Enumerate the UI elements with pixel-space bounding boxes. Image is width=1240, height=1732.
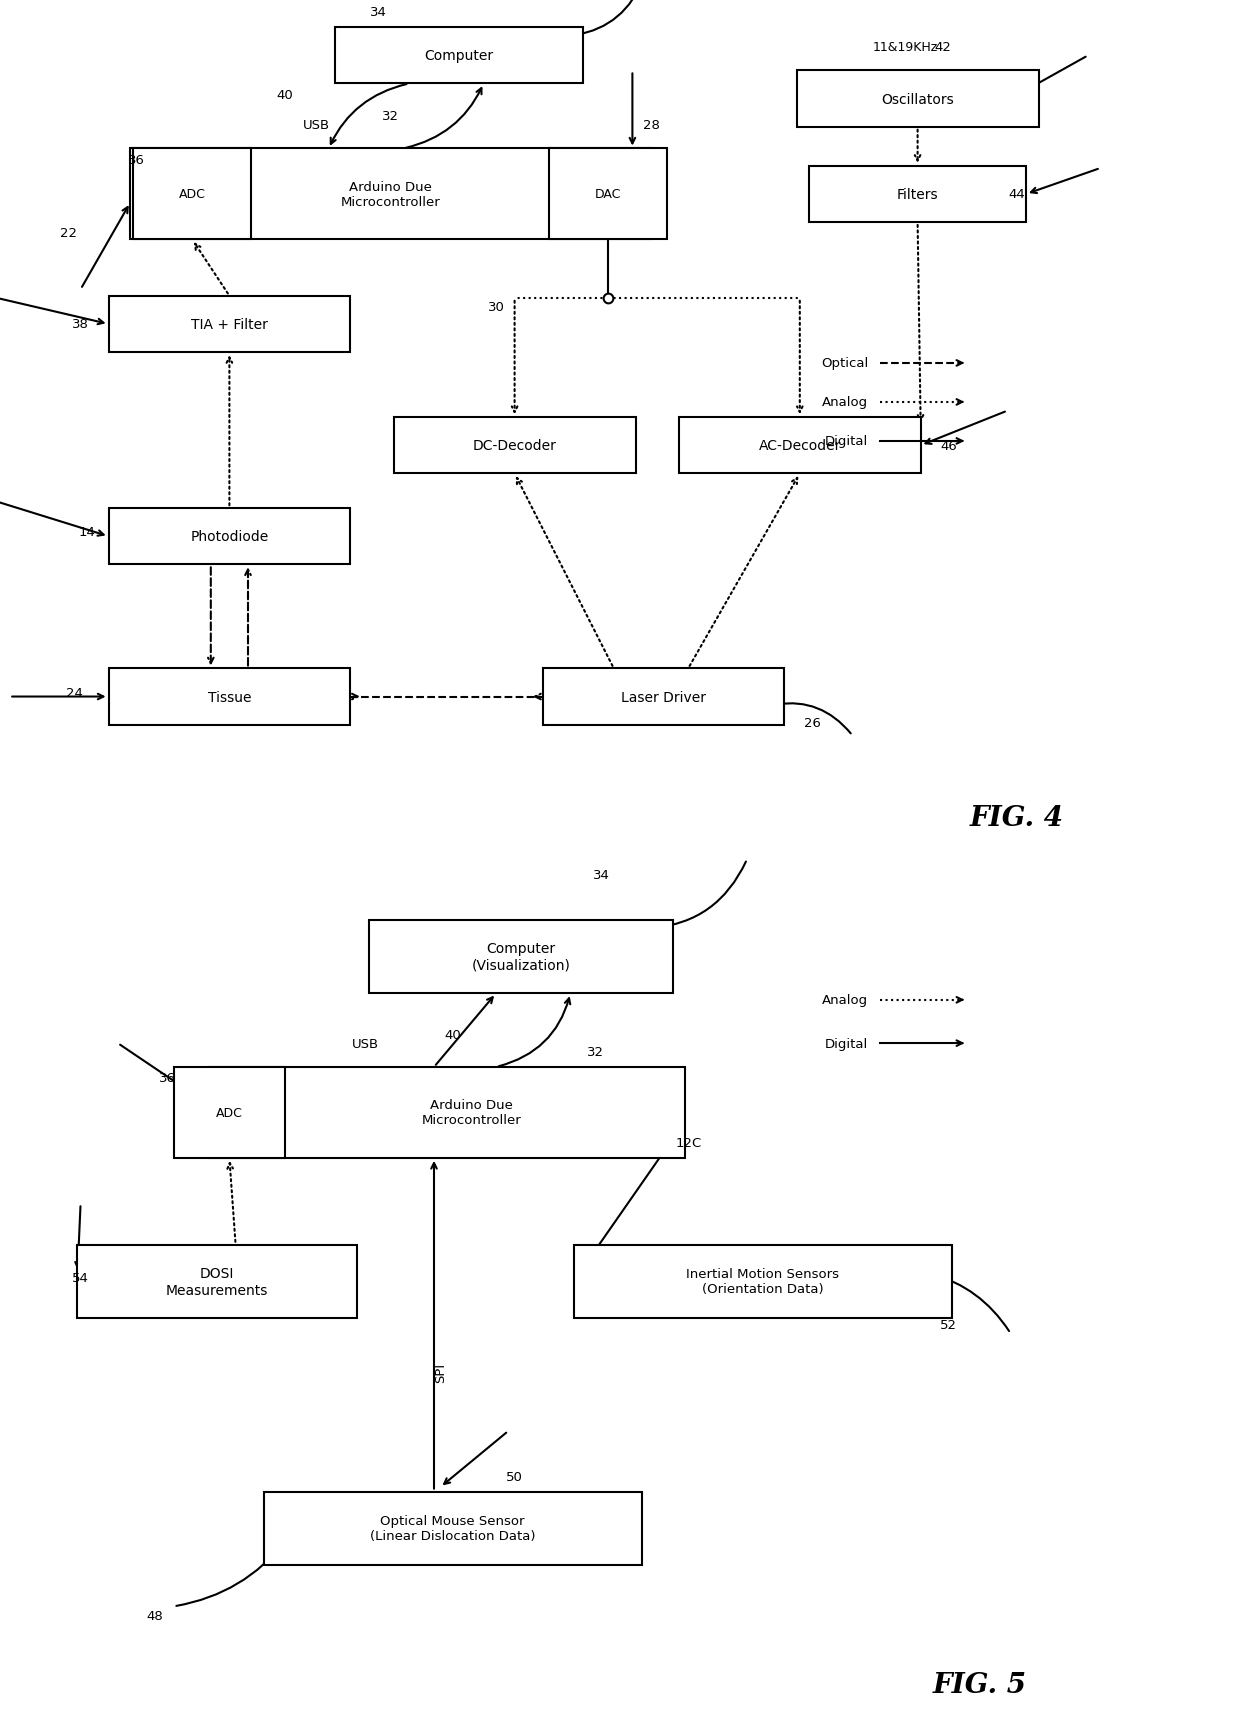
Text: USB: USB: [352, 1037, 379, 1050]
Text: Arduino Due
Microcontroller: Arduino Due Microcontroller: [341, 180, 440, 210]
Text: Filters: Filters: [897, 187, 939, 203]
FancyBboxPatch shape: [134, 149, 250, 241]
FancyBboxPatch shape: [263, 1491, 642, 1566]
FancyBboxPatch shape: [77, 1245, 357, 1318]
FancyBboxPatch shape: [109, 669, 350, 726]
Text: Digital: Digital: [825, 435, 868, 449]
FancyBboxPatch shape: [796, 71, 1039, 128]
Text: DOSI
Measurements: DOSI Measurements: [166, 1266, 268, 1297]
Text: AC-Decoder: AC-Decoder: [759, 438, 841, 454]
Text: 32: 32: [382, 111, 399, 123]
Text: 22: 22: [60, 227, 77, 241]
Text: 38: 38: [72, 319, 89, 331]
Text: FIG. 4: FIG. 4: [970, 805, 1064, 831]
FancyBboxPatch shape: [174, 1067, 285, 1159]
Text: 40: 40: [277, 88, 294, 102]
Text: 32: 32: [587, 1046, 604, 1058]
Text: Laser Driver: Laser Driver: [621, 689, 706, 705]
Text: 36: 36: [128, 154, 145, 166]
Text: Analog: Analog: [822, 397, 868, 409]
FancyBboxPatch shape: [680, 417, 920, 475]
Text: 12C: 12C: [675, 1136, 702, 1150]
Text: Inertial Motion Sensors
(Orientation Data): Inertial Motion Sensors (Orientation Dat…: [686, 1268, 839, 1296]
Text: 14: 14: [78, 527, 95, 539]
Text: 46: 46: [940, 440, 957, 452]
Text: 30: 30: [487, 301, 505, 313]
Text: Computer
(Visualization): Computer (Visualization): [471, 942, 570, 972]
Text: Tissue: Tissue: [207, 689, 252, 705]
Text: FIG. 5: FIG. 5: [932, 1671, 1027, 1697]
Text: 44: 44: [1008, 189, 1025, 201]
Text: 54: 54: [72, 1271, 89, 1283]
FancyBboxPatch shape: [549, 149, 667, 241]
Text: Optical Mouse Sensor
(Linear Dislocation Data): Optical Mouse Sensor (Linear Dislocation…: [370, 1514, 536, 1543]
Text: 52: 52: [940, 1318, 957, 1332]
Text: DAC: DAC: [594, 189, 621, 201]
Text: 40: 40: [444, 1029, 461, 1041]
FancyBboxPatch shape: [335, 28, 583, 85]
Text: 50: 50: [506, 1470, 523, 1483]
Text: 34: 34: [370, 7, 387, 19]
Text: USB: USB: [303, 120, 330, 132]
Text: Digital: Digital: [825, 1037, 868, 1050]
Text: Computer: Computer: [424, 48, 494, 64]
Text: Optical: Optical: [821, 357, 868, 371]
Text: ADC: ADC: [179, 189, 206, 201]
Text: 48: 48: [146, 1609, 164, 1621]
Text: 36: 36: [159, 1072, 176, 1084]
FancyBboxPatch shape: [130, 149, 651, 241]
Text: 28: 28: [642, 120, 660, 132]
Text: TIA + Filter: TIA + Filter: [191, 317, 268, 333]
Text: Photodiode: Photodiode: [190, 530, 269, 544]
FancyBboxPatch shape: [109, 296, 350, 353]
Text: Analog: Analog: [822, 994, 868, 1006]
Text: Arduino Due
Microcontroller: Arduino Due Microcontroller: [422, 1098, 521, 1128]
Text: 42: 42: [934, 42, 951, 54]
Text: SPI: SPI: [434, 1363, 446, 1382]
Text: DC-Decoder: DC-Decoder: [472, 438, 557, 454]
FancyBboxPatch shape: [394, 417, 635, 475]
FancyBboxPatch shape: [207, 1067, 684, 1159]
FancyBboxPatch shape: [808, 166, 1025, 223]
Text: 24: 24: [66, 686, 83, 700]
Text: ADC: ADC: [216, 1107, 243, 1119]
Text: 26: 26: [804, 717, 821, 729]
FancyBboxPatch shape: [370, 920, 672, 994]
FancyBboxPatch shape: [543, 669, 785, 726]
Text: 11&19KHz: 11&19KHz: [873, 40, 937, 54]
FancyBboxPatch shape: [109, 509, 350, 565]
Text: 34: 34: [593, 868, 610, 882]
Text: Oscillators: Oscillators: [882, 92, 954, 107]
FancyBboxPatch shape: [573, 1245, 952, 1318]
